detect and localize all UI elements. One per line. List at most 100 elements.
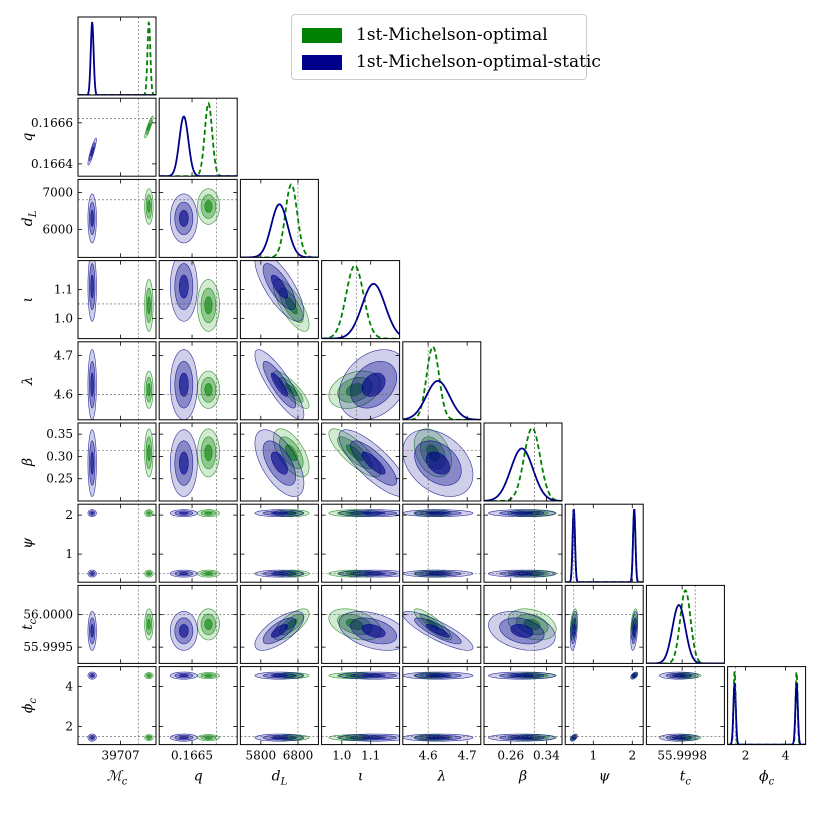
contour-phi_c-q-optimal-1sigma: [204, 674, 213, 677]
panel-t_c-t_c: [646, 585, 725, 664]
panel-frame-t_c-psi: [564, 584, 644, 664]
y-axis-label-phi_c: ϕc: [20, 698, 39, 714]
panel-phi_c-t_c: [646, 666, 725, 745]
x-tick-label-M_c: 39707: [101, 749, 139, 763]
panel-frame-psi-beta: [483, 503, 563, 583]
x-axis-label-sub-d_L: L: [280, 777, 288, 788]
contour-psi-lambda-static-1sigma: [425, 572, 450, 576]
contour-lambda-d_L-optimal-1sigma: [285, 383, 298, 397]
panel-t_c-lambda: [402, 585, 481, 664]
x-tick-label-lambda: 4.7: [458, 749, 477, 763]
contour-t_c-lambda-static-1sigma: [425, 624, 450, 638]
panel-frame-lambda-M_c: [77, 341, 157, 421]
legend-label-static: 1st-Michelson-optimal-static: [356, 52, 601, 72]
y-tick-label-q: 0.1664: [31, 157, 73, 171]
panel-frame-q-M_c: [77, 97, 157, 177]
y-tick-label-beta: 0.30: [46, 449, 73, 463]
y-axis-label-beta: β: [20, 458, 36, 467]
x-axis-label-t_c: tc: [680, 769, 692, 788]
panel-phi_c-d_L: [240, 666, 319, 745]
panel-frame-beta-M_c: [77, 422, 157, 502]
marginal-q-static: [159, 115, 238, 177]
panel-frame-phi_c-beta: [483, 666, 563, 746]
panel-frame-lambda-d_L: [239, 341, 319, 421]
contour-beta-q-static-1sigma: [179, 451, 189, 475]
y-axis-label-sub-t_c: c: [28, 618, 39, 624]
panel-frame-t_c-beta: [483, 584, 563, 664]
contour-d_L-M_c-optimal-1sigma: [147, 200, 151, 213]
panel-frame-phi_c-psi: [564, 666, 644, 746]
contour-phi_c-beta-static-1sigma: [510, 736, 534, 740]
contour-psi-q-optimal-1sigma: [204, 511, 213, 515]
contour-t_c-beta-static-1sigma: [510, 624, 534, 638]
panel-frame-psi-M_c: [77, 503, 157, 583]
x-tick-label-lambda: 4.6: [419, 749, 438, 763]
contour-phi_c-q-static-1sigma: [179, 736, 189, 740]
panel-psi-beta: [484, 504, 562, 583]
panel-t_c-iota: [321, 585, 400, 664]
x-axis-label-M_c: ℳc: [107, 769, 128, 788]
legend-item-optimal: 1st-Michelson-optimal: [302, 23, 548, 47]
panel-lambda-q: [159, 341, 238, 420]
y-axis-label-lambda: λ: [20, 376, 36, 386]
contour-phi_c-d_L-static-1sigma: [270, 736, 288, 740]
panel-frame-iota-M_c: [77, 260, 157, 340]
contour-t_c-q-static-1sigma: [179, 624, 189, 638]
panel-frame-M_c-M_c: [77, 16, 157, 96]
y-tick-label-beta: 0.35: [46, 427, 73, 441]
contour-phi_c-M_c-optimal-1sigma: [147, 736, 151, 739]
x-axis-label-d_L: dL: [272, 769, 288, 788]
panel-frame-beta-beta: [483, 422, 563, 502]
x-axis-label-phi_c: ϕc: [759, 769, 775, 788]
contour-phi_c-q-static-1sigma: [179, 674, 189, 678]
x-axis-label-sub-t_c: c: [685, 777, 691, 788]
panel-frame-beta-d_L: [239, 422, 319, 502]
contour-phi_c-t_c-static-1sigma: [672, 736, 686, 740]
contour-q-M_c-optimal-1sigma: [147, 122, 151, 131]
contour-psi-d_L-static-1sigma: [270, 572, 288, 576]
contour-phi_c-M_c-static-1sigma: [90, 736, 94, 740]
x-axis-label-sub-phi_c: c: [769, 777, 775, 788]
panel-frame-psi-d_L: [239, 503, 319, 583]
y-axis-label-sub-phi_c: c: [28, 698, 39, 704]
contour-psi-lambda-static-1sigma: [425, 511, 450, 515]
y-tick-label-beta: 0.25: [46, 472, 73, 486]
panel-lambda-lambda: [402, 341, 481, 420]
contour-lambda-q-static-1sigma: [179, 372, 189, 397]
contour-iota-q-static-1sigma: [179, 274, 189, 299]
y-tick-label-psi: 1: [65, 547, 73, 561]
panel-frame-beta-lambda: [402, 422, 482, 502]
y-tick-label-lambda: 4.7: [54, 348, 73, 362]
contour-t_c-q-optimal-1sigma: [204, 618, 213, 630]
contour-t_c-M_c-static-1sigma: [90, 624, 94, 638]
y-axis-label-t_c: tc: [20, 618, 39, 630]
x-tick-label-q: 0.1665: [171, 749, 213, 763]
panel-lambda-iota: [321, 341, 400, 420]
panel-frame-iota-q: [158, 260, 238, 340]
y-tick-label-psi: 2: [65, 508, 73, 522]
panel-frame-t_c-iota: [321, 584, 401, 664]
panel-t_c-psi: [565, 585, 644, 664]
panel-frame-iota-d_L: [239, 260, 319, 340]
panel-frame-psi-q: [158, 503, 238, 583]
contour-phi_c-q-optimal-1sigma: [204, 736, 213, 739]
panel-frame-d_L-q: [158, 178, 238, 258]
x-axis-label-sub-M_c: c: [122, 777, 128, 788]
contour-d_L-M_c-static-1sigma: [90, 209, 94, 227]
legend-label-optimal: 1st-Michelson-optimal: [356, 25, 548, 45]
contour-phi_c-psi-static-1sigma: [632, 674, 636, 678]
panel-frame-phi_c-t_c: [645, 666, 725, 746]
contour-phi_c-t_c-static-1sigma: [672, 674, 686, 678]
panel-frame-t_c-d_L: [239, 584, 319, 664]
marginal-lambda-static: [402, 379, 481, 420]
panel-beta-d_L: [240, 423, 319, 501]
contour-phi_c-beta-static-1sigma: [510, 674, 534, 678]
contour-t_c-M_c-optimal-1sigma: [147, 618, 151, 630]
panel-d_L-d_L: [240, 179, 319, 258]
x-axis-label-psi: ψ: [599, 769, 611, 785]
marginal-t_c-static: [646, 604, 725, 664]
y-tick-label-t_c: 55.9995: [23, 640, 73, 654]
panel-t_c-q: [159, 585, 238, 664]
panel-frame-q-q: [158, 97, 238, 177]
y-tick-label-d_L: 7000: [42, 185, 73, 199]
